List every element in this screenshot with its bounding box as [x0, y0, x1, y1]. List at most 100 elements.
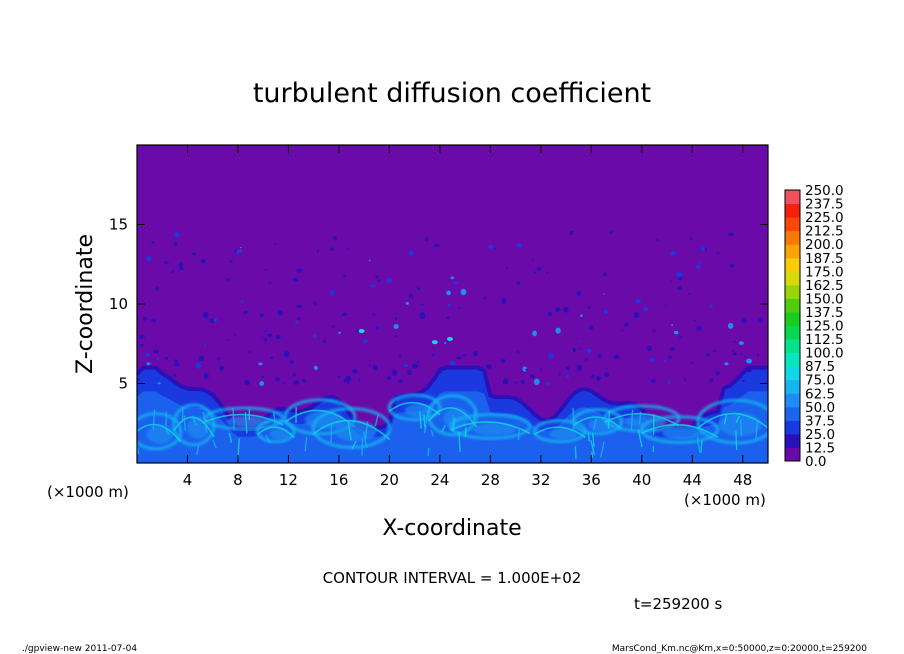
y-axis-label: Z-coordinate	[73, 234, 98, 374]
turbulence-patch	[570, 350, 573, 353]
eddy-core	[404, 403, 433, 418]
turbulence-patch	[563, 306, 569, 313]
filament	[464, 427, 467, 438]
turbulence-patch	[289, 360, 294, 364]
turbulence-patch	[588, 325, 594, 331]
colorbar-level-label: 125.0	[805, 319, 844, 335]
filament	[572, 407, 575, 430]
turbulence-patch	[213, 318, 218, 322]
filament	[183, 415, 186, 431]
turbulence-patch	[727, 322, 734, 329]
filament	[361, 438, 364, 456]
colorbar-level-label: 75.0	[805, 373, 835, 389]
filament	[164, 427, 170, 435]
turbulence-patch	[229, 260, 233, 263]
filament	[590, 440, 596, 455]
turbulence-patch	[454, 281, 458, 285]
x-tick-label: 16	[329, 471, 348, 489]
x-axis-label: X-coordinate	[382, 516, 521, 541]
filament	[517, 427, 520, 441]
turbulence-patch	[621, 329, 624, 332]
turbulence-patch	[700, 247, 705, 252]
turbulence-patch	[259, 313, 264, 318]
turbulence-patch	[663, 359, 667, 363]
x-tick-label: 20	[380, 471, 399, 489]
x-tick-label: 28	[481, 471, 500, 489]
turbulence-patch	[216, 357, 221, 361]
turbulence-patch	[688, 292, 692, 296]
eddy-swirl	[387, 393, 442, 422]
colorbar-level-label: 175.0	[805, 264, 844, 280]
turbulence-patch	[679, 336, 682, 339]
filament	[723, 414, 728, 425]
turbulence-patch	[557, 242, 559, 245]
x-unit-right: (×1000 m)	[684, 491, 766, 509]
filament	[739, 419, 743, 436]
turbulence-patch	[155, 286, 160, 291]
turbulence-patch	[756, 354, 760, 357]
turbulence-patch	[558, 373, 562, 376]
colorbar-level-label: 237.5	[805, 197, 844, 213]
turbulence-patch	[532, 330, 537, 337]
turbulence-patch	[198, 355, 205, 362]
turbulence-patch	[505, 267, 509, 270]
turbulence-patch	[438, 370, 443, 374]
eddy-core	[662, 425, 705, 440]
turbulence-patch	[652, 329, 656, 332]
turbulence-patch	[420, 303, 425, 307]
turbulence-patch	[604, 372, 610, 377]
filament	[600, 441, 605, 458]
eddy-streak	[257, 426, 295, 439]
turbulence-patch	[670, 346, 675, 351]
turbulence-patch	[342, 312, 348, 316]
turbulence-patch	[432, 354, 435, 357]
turbulence-patch	[596, 376, 601, 382]
colorbar-swatch	[785, 190, 800, 205]
filament	[423, 414, 426, 428]
turbulence-patch	[450, 276, 455, 280]
filament	[441, 424, 446, 433]
turbulence-patch	[355, 330, 359, 333]
turbulence-patch	[264, 330, 268, 333]
eddy-swirl	[449, 413, 532, 440]
turbulence-patch	[283, 382, 286, 385]
colorbar-level-label: 37.5	[805, 413, 835, 429]
turbulence-patch	[683, 378, 686, 381]
x-tick-label: 48	[733, 471, 752, 489]
colorbar-swatch	[785, 433, 800, 448]
filament	[700, 440, 703, 453]
turbulence-patch	[368, 363, 371, 366]
turbulence-patch	[565, 366, 570, 371]
turbulence-patch	[137, 378, 141, 381]
turbulence-patch	[433, 243, 440, 248]
turbulence-patch	[668, 355, 673, 359]
colorbar-swatch	[785, 217, 800, 232]
turbulence-patch	[145, 353, 151, 357]
turbulence-patch	[603, 272, 607, 277]
turbulence-patch	[728, 232, 734, 237]
turbulence-patch	[746, 368, 752, 373]
turbulence-patch	[460, 288, 467, 296]
turbulence-patch	[577, 340, 581, 343]
turbulence-patch	[449, 361, 456, 366]
filament	[637, 429, 643, 448]
colorbar-level-label: 200.0	[805, 237, 844, 253]
turbulence-patch	[744, 355, 747, 359]
turbulence-patch	[533, 271, 537, 274]
turbulence-patch	[458, 306, 461, 310]
turbulence-patch	[407, 369, 412, 376]
turbulence-patch	[670, 279, 673, 282]
turbulence-patch	[397, 379, 404, 384]
colorbar: 0.012.525.037.550.062.575.087.5100.0112.…	[784, 183, 844, 470]
turbulence-patch	[623, 322, 629, 327]
colorbar-level-label: 87.5	[805, 359, 835, 375]
colorbar-level-label: 100.0	[805, 346, 844, 362]
filament	[195, 444, 200, 456]
turbulence-patch	[244, 380, 251, 386]
turbulence-patch	[580, 314, 583, 318]
turbulence-patch	[650, 358, 655, 363]
eddy-streak	[137, 423, 182, 443]
turbulence-patch	[408, 250, 414, 256]
turbulence-patch	[587, 350, 591, 354]
